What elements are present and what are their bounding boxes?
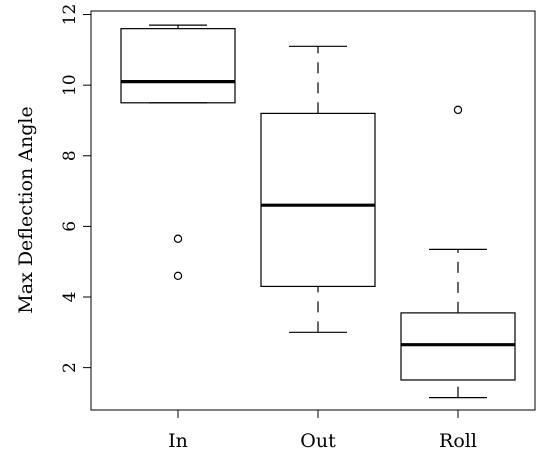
y-axis: 2 4 6 8 10 12 [60, 4, 91, 373]
x-tick-label-in: In [168, 430, 188, 452]
y-tick-label: 8 [60, 150, 80, 161]
outlier-point [173, 234, 183, 243]
x-tick-label-roll: Roll [439, 430, 477, 452]
outlier-point [173, 271, 183, 281]
box-roll [400, 105, 516, 399]
y-tick-label: 12 [60, 4, 80, 26]
y-tick-label: 2 [60, 362, 80, 373]
x-tick-label-out: Out [300, 430, 336, 452]
iqr-box [120, 28, 236, 104]
iqr-box [260, 112, 376, 288]
y-tick-label: 10 [60, 74, 80, 96]
box-out [260, 45, 376, 333]
plot-frame [90, 10, 536, 411]
y-axis-title: Max Deflection Angle [15, 106, 37, 313]
y-tick-label: 6 [60, 221, 80, 232]
box-in [120, 24, 236, 281]
y-tick-label: 4 [60, 292, 80, 303]
box-series [120, 24, 516, 399]
iqr-box [400, 312, 516, 381]
outlier-point [453, 105, 463, 115]
x-axis: In Out Roll [168, 410, 477, 452]
